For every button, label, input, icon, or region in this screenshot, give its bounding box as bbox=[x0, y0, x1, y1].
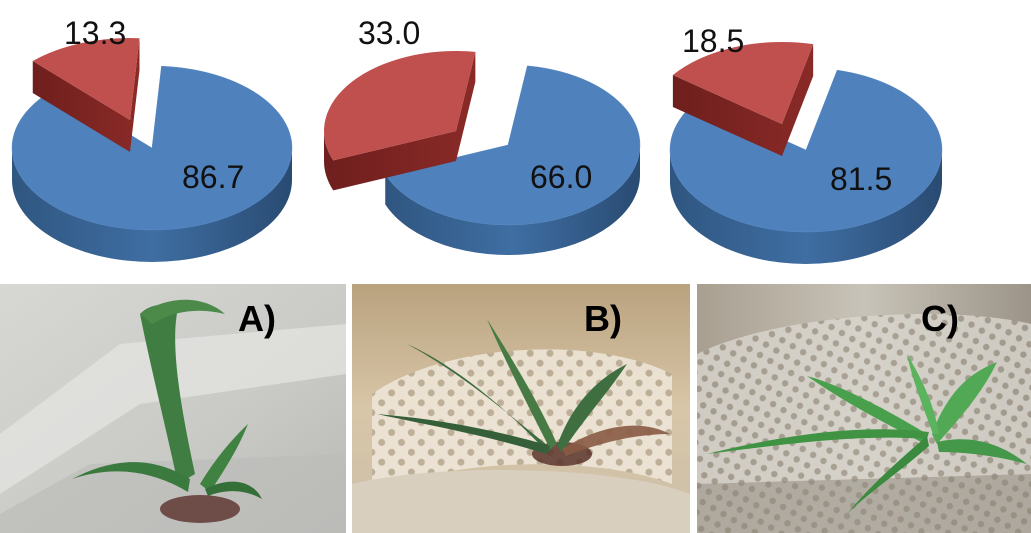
pie-2-label-minor: 33.0 bbox=[358, 15, 420, 51]
pie-1-slice-minor-top bbox=[32, 37, 140, 120]
pie-3-label-main: 81.5 bbox=[830, 161, 892, 197]
pie-chart-3: 81.5 18.5 bbox=[669, 23, 943, 264]
photo-panel-c: C) bbox=[697, 284, 1031, 533]
pie-chart-2: 66.0 33.0 bbox=[324, 15, 641, 256]
pie-2-slice-minor-side bbox=[324, 51, 476, 191]
panel-label-b: B) bbox=[584, 298, 622, 339]
pie-3-slice-minor-top bbox=[672, 42, 814, 124]
pie-3-slice-minor-side bbox=[672, 44, 814, 156]
pie-2-slice-minor-top bbox=[324, 51, 476, 161]
plant-photo-b bbox=[352, 284, 690, 533]
pie-charts: 86.7 13.3 66.0 33.0 81.5 18.5 bbox=[11, 15, 943, 264]
panel-label-c: C) bbox=[921, 298, 959, 339]
pie-1-slice-minor-side bbox=[32, 38, 140, 152]
photo-panel-a: A) bbox=[0, 284, 346, 533]
pie-3-label-minor: 18.5 bbox=[682, 23, 744, 59]
plant-photo-a bbox=[0, 284, 346, 533]
pie-1-label-minor: 13.3 bbox=[64, 15, 126, 51]
pie-chart-1: 86.7 13.3 bbox=[11, 15, 293, 263]
panel-label-a: A) bbox=[238, 298, 276, 339]
pie-2-slice-main-top bbox=[384, 65, 641, 226]
plant-photo-c bbox=[697, 284, 1031, 533]
photo-panel-b: B) bbox=[352, 284, 690, 533]
pie-2-label-main: 66.0 bbox=[530, 159, 592, 195]
pie-1-label-main: 86.7 bbox=[182, 159, 244, 195]
pie-3-slice-main-top bbox=[669, 69, 943, 233]
